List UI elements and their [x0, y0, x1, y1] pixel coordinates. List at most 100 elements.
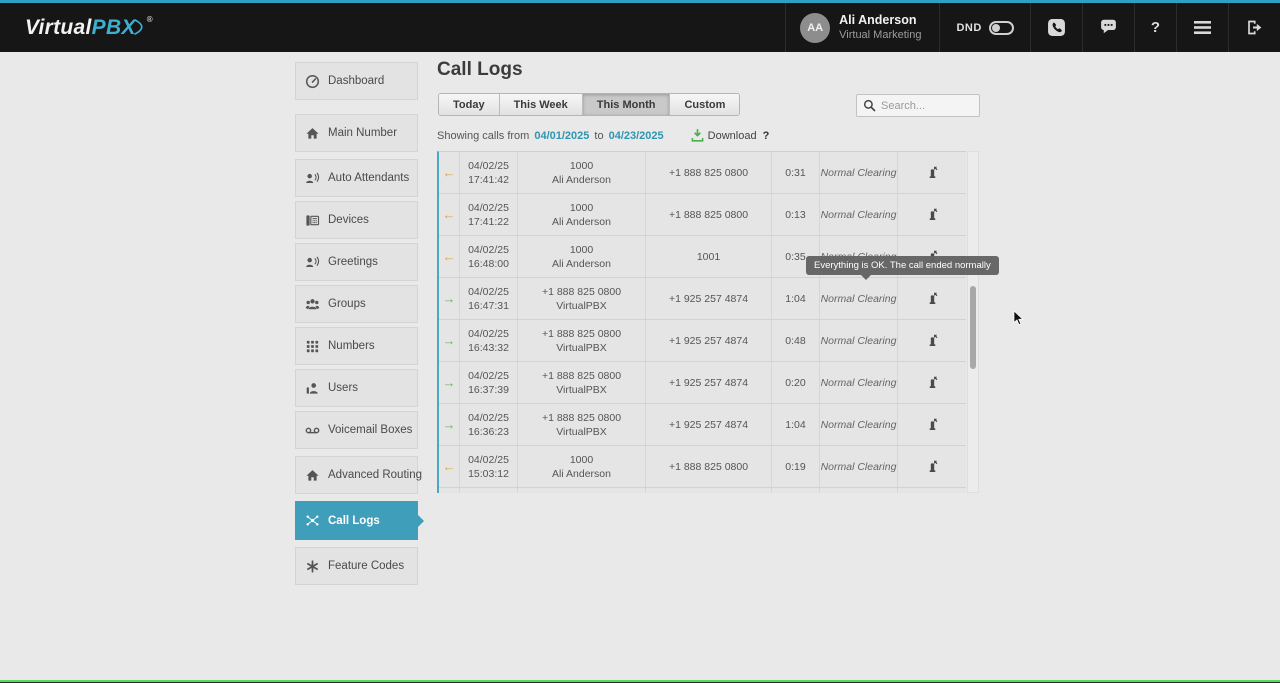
tab-custom[interactable]: Custom [669, 94, 740, 115]
dnd-toggle[interactable]: DND [939, 3, 1029, 52]
call-direction-icon [443, 460, 456, 474]
tab-today[interactable]: Today [439, 94, 499, 115]
call-duration: 1:04 [772, 404, 820, 445]
sidebar-item-numbers[interactable]: Numbers [295, 327, 418, 365]
hangup-cause[interactable]: Normal Clearing [820, 278, 898, 319]
user-menu[interactable]: AA Ali Anderson Virtual Marketing [785, 3, 939, 52]
call-action-icon [929, 166, 937, 179]
sidebar-item-label: Voicemail Boxes [328, 424, 413, 436]
sidebar-item-dashboard[interactable]: Dashboard [295, 62, 418, 100]
call-action-icon [929, 460, 937, 473]
sidebar-item-call-logs[interactable]: Call Logs [295, 501, 424, 540]
download-link[interactable]: Download [691, 129, 757, 142]
from-name: VirtualPBX [556, 425, 607, 438]
call-time: 17:41:22 [468, 215, 509, 228]
help-button[interactable]: ? [1133, 3, 1176, 52]
sidebar-item-devices[interactable]: Devices [295, 201, 418, 239]
greeting-icon [304, 255, 320, 270]
from-number: +1 888 825 0800 [541, 411, 622, 424]
logout-button[interactable] [1228, 3, 1280, 52]
hangup-cause[interactable]: Normal Clearing [820, 194, 898, 235]
top-bar: Virtual PBX ® AA Ali Anderson Virtual Mark… [0, 3, 1280, 52]
user-name: Ali Anderson [839, 13, 917, 27]
feature-codes-icon [304, 559, 320, 573]
sidebar-item-groups[interactable]: Groups [295, 285, 418, 323]
from-number: +1 888 825 0800 [541, 327, 622, 340]
download-help-icon[interactable]: ? [762, 129, 770, 142]
download-icon [691, 129, 704, 142]
home-icon [304, 126, 320, 141]
showing-calls-label: Showing calls from [437, 129, 530, 142]
call-date: 04/02/25 [468, 285, 509, 298]
call-action-button[interactable] [898, 320, 966, 361]
search-icon [863, 99, 876, 112]
logout-icon [1248, 20, 1262, 35]
sidebar-item-users[interactable]: Users [295, 369, 418, 407]
call-duration: 0:19 [772, 446, 820, 487]
sidebar: Dashboard Main Number Auto Attendants De… [295, 62, 424, 589]
hangup-cause[interactable]: Normal Clearing [820, 320, 898, 361]
table-scrollbar-thumb[interactable] [970, 286, 976, 369]
sidebar-item-main-number[interactable]: Main Number [295, 114, 418, 152]
sidebar-item-label: Dashboard [328, 75, 385, 87]
voicemail-icon [304, 423, 320, 438]
call-action-button[interactable] [898, 152, 966, 193]
sidebar-item-feature-codes[interactable]: Feature Codes [295, 547, 418, 585]
top-accent-line [0, 0, 1280, 3]
virtualpbx-logo[interactable]: Virtual PBX ® [25, 15, 153, 40]
call-action-button[interactable] [898, 446, 966, 487]
from-number: 1000 [569, 159, 594, 172]
call-duration: 0:20 [772, 362, 820, 403]
to-date-link[interactable]: 04/23/2025 [608, 129, 664, 142]
chat-button[interactable] [1081, 3, 1134, 52]
to-number: +1 925 257 4874 [646, 404, 772, 445]
call-direction-icon [443, 418, 456, 432]
sidebar-item-advanced-routing[interactable]: Advanced Routing [295, 456, 422, 494]
call-time: 16:36:23 [468, 425, 509, 438]
call-date: 04/02/25 [468, 201, 509, 214]
hangup-cause[interactable]: Normal Clearing [820, 404, 898, 445]
hangup-cause-tooltip: Everything is OK. The call ended normall… [806, 256, 999, 280]
call-direction-icon [443, 208, 456, 222]
hangup-cause[interactable]: Normal Clearing [820, 446, 898, 487]
sidebar-item-label: Feature Codes [328, 560, 405, 572]
hangup-cause[interactable]: Normal Clearing [820, 152, 898, 193]
sidebar-item-label: Call Logs [328, 514, 380, 527]
call-action-button[interactable] [898, 278, 966, 319]
call-action-button[interactable] [898, 404, 966, 445]
sidebar-item-label: Auto Attendants [328, 172, 410, 184]
call-time: 16:37:39 [468, 383, 509, 396]
call-duration: 0:48 [772, 320, 820, 361]
softphone-button[interactable] [1029, 3, 1082, 52]
sidebar-item-auto-attendants[interactable]: Auto Attendants [295, 159, 418, 197]
hangup-cause[interactable]: Normal Clearing [820, 362, 898, 403]
table-scrollbar[interactable] [967, 151, 979, 493]
tab-this-week[interactable]: This Week [498, 94, 582, 115]
call-action-button[interactable] [898, 194, 966, 235]
from-date-link[interactable]: 04/01/2025 [534, 129, 590, 142]
page-title: Call Logs [437, 59, 523, 80]
menu-button[interactable] [1176, 3, 1228, 52]
sidebar-item-label: Main Number [328, 127, 398, 139]
desk-phone-icon [304, 213, 320, 228]
user-company: Virtual Marketing [839, 29, 922, 41]
to-number: +1 925 257 4874 [646, 278, 772, 319]
search-box[interactable] [856, 94, 980, 117]
from-name: Ali Anderson [552, 215, 611, 228]
call-direction-icon [443, 250, 456, 264]
chat-icon [1100, 19, 1116, 34]
sidebar-item-voicemail-boxes[interactable]: Voicemail Boxes [295, 411, 418, 449]
search-input[interactable] [881, 99, 971, 112]
dnd-switch-icon [988, 20, 1014, 35]
avatar: AA [800, 12, 831, 43]
call-action-button[interactable] [898, 362, 966, 403]
tab-this-month[interactable]: This Month [581, 94, 670, 115]
sidebar-item-greetings[interactable]: Greetings [295, 243, 418, 281]
